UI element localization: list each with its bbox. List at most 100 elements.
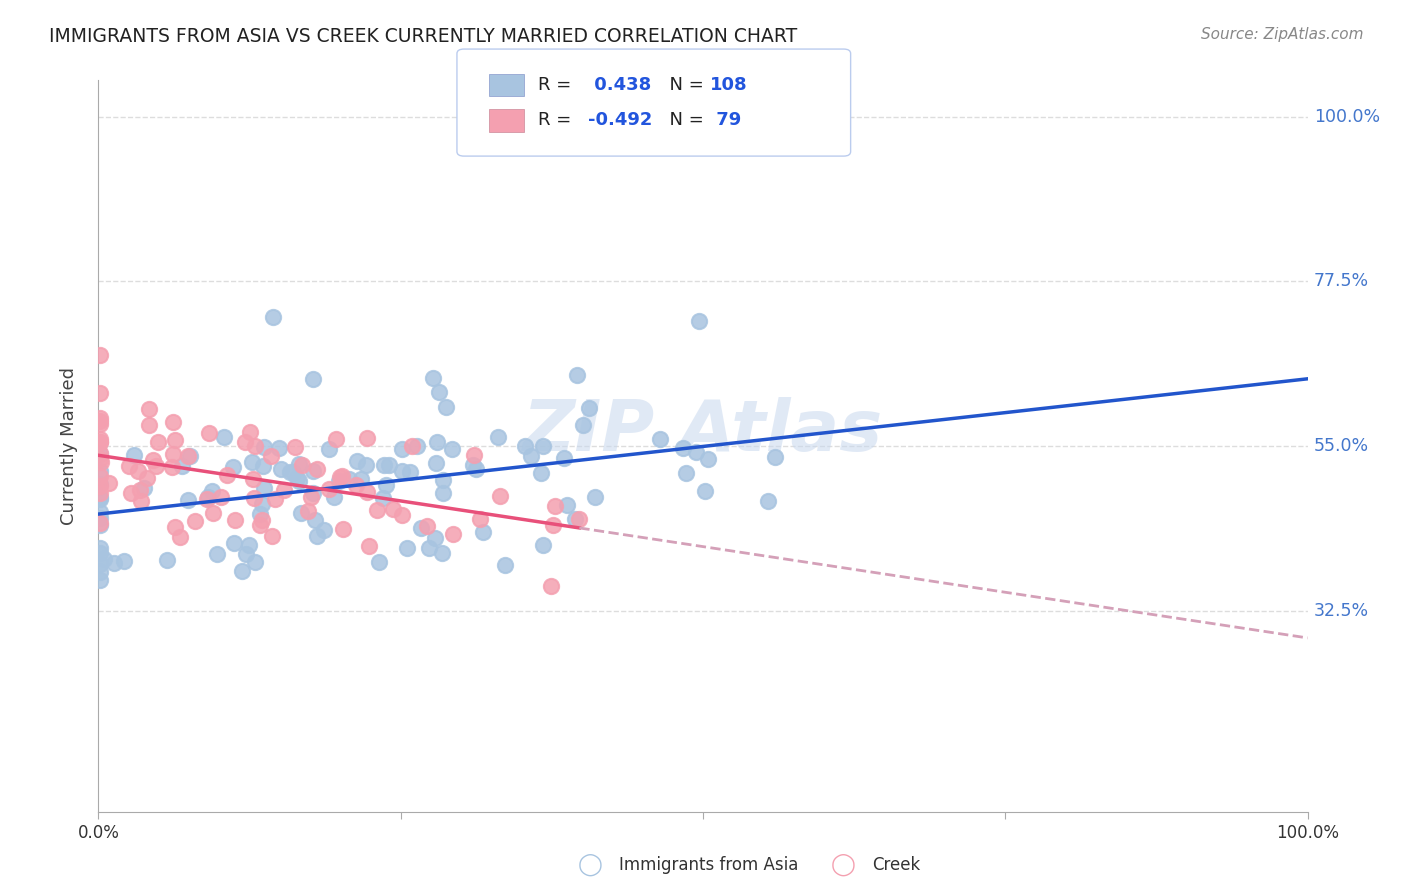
Point	[112, 553, 135, 567]
Point	[169, 530, 191, 544]
Text: ◯: ◯	[831, 854, 856, 877]
Point	[553, 451, 575, 466]
Text: 77.5%: 77.5%	[1313, 272, 1369, 291]
Point	[240, 455, 263, 469]
Point	[273, 483, 295, 497]
Point	[281, 465, 304, 479]
Point	[269, 442, 291, 456]
Point	[288, 474, 311, 488]
Point	[486, 430, 509, 444]
Point	[441, 442, 464, 456]
Point	[262, 529, 284, 543]
Point	[89, 479, 111, 493]
Point	[382, 501, 405, 516]
Point	[693, 483, 716, 498]
Point	[434, 400, 457, 414]
Point	[368, 555, 391, 569]
Point	[138, 401, 160, 416]
Point	[422, 370, 444, 384]
Point	[89, 511, 111, 525]
Point	[162, 415, 184, 429]
Point	[423, 531, 446, 545]
Point	[270, 461, 292, 475]
Point	[146, 434, 169, 449]
Point	[264, 492, 287, 507]
Point	[136, 471, 159, 485]
Point	[531, 439, 554, 453]
Point	[302, 465, 325, 479]
Text: 79: 79	[710, 112, 741, 129]
Point	[89, 347, 111, 361]
Point	[555, 498, 578, 512]
Point	[399, 465, 422, 479]
Point	[231, 564, 253, 578]
Point	[463, 448, 485, 462]
Point	[425, 435, 447, 450]
Point	[416, 519, 439, 533]
Point	[337, 472, 360, 486]
Point	[685, 445, 707, 459]
Point	[202, 506, 225, 520]
Point	[465, 462, 488, 476]
Point	[162, 447, 184, 461]
Text: N =: N =	[658, 76, 710, 94]
Point	[195, 492, 218, 507]
Point	[163, 433, 186, 447]
Point	[568, 512, 591, 526]
Point	[222, 535, 245, 549]
Point	[89, 446, 111, 460]
Point	[89, 505, 111, 519]
Point	[285, 471, 308, 485]
Text: IMMIGRANTS FROM ASIA VS CREEK CURRENTLY MARRIED CORRELATION CHART: IMMIGRANTS FROM ASIA VS CREEK CURRENTLY …	[49, 27, 797, 45]
Point	[89, 491, 111, 506]
Point	[89, 417, 111, 432]
Text: 32.5%: 32.5%	[1313, 601, 1369, 620]
Point	[89, 558, 111, 572]
Text: -0.492: -0.492	[588, 112, 652, 129]
Point	[648, 432, 671, 446]
Point	[177, 493, 200, 508]
Point	[430, 546, 453, 560]
Point	[427, 385, 450, 400]
Text: Immigrants from Asia: Immigrants from Asia	[619, 856, 799, 874]
Point	[401, 439, 423, 453]
Point	[89, 435, 111, 450]
Point	[675, 467, 697, 481]
Point	[211, 490, 233, 504]
Point	[238, 539, 260, 553]
Point	[160, 460, 183, 475]
Point	[470, 511, 492, 525]
Point	[304, 513, 326, 527]
Point	[533, 538, 555, 552]
Point	[117, 458, 139, 473]
Point	[201, 483, 224, 498]
Point	[697, 451, 720, 466]
Point	[98, 475, 121, 490]
Point	[366, 502, 388, 516]
Point	[329, 470, 352, 484]
Point	[471, 524, 494, 539]
Point	[488, 489, 510, 503]
Point	[90, 455, 112, 469]
Point	[215, 467, 238, 482]
Point	[391, 442, 413, 457]
Point	[89, 546, 111, 560]
Point	[672, 441, 695, 455]
Text: ZIP Atlas: ZIP Atlas	[523, 397, 883, 466]
Point	[89, 476, 111, 491]
Point	[245, 555, 267, 569]
Point	[89, 565, 111, 579]
Point	[302, 372, 325, 386]
Point	[391, 464, 413, 478]
Point	[249, 507, 271, 521]
Point	[89, 414, 111, 428]
Y-axis label: Currently Married: Currently Married	[59, 367, 77, 525]
Point	[312, 524, 335, 538]
Point	[89, 447, 111, 461]
Point	[318, 482, 340, 496]
Point	[297, 503, 319, 517]
Text: 55.0%: 55.0%	[1313, 437, 1369, 455]
Point	[411, 521, 433, 535]
Point	[299, 490, 322, 504]
Point	[305, 462, 328, 476]
